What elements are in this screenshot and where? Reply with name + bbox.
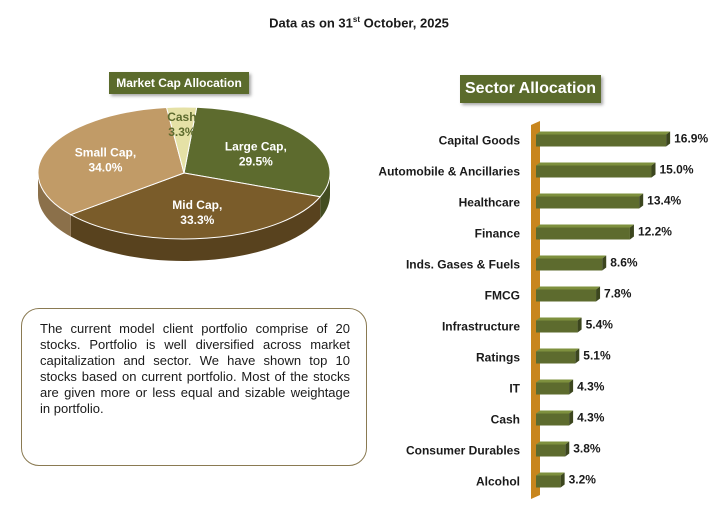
bar-category-label: Automobile & Ancillaries [378,165,520,179]
bar-2 [536,162,656,178]
bar-category-label: Finance [475,227,521,241]
bar-category-label: IT [509,382,520,396]
bar-value-label: 3.2% [569,473,597,487]
pie-value-small-cap: 34.0% [88,161,122,175]
bar-11 [536,441,570,457]
market-cap-pie-chart: Large Cap,29.5% Mid Cap,33.3% Small Cap,34… [37,106,331,261]
pie-slice-small-cap [37,106,185,216]
bar-top [536,224,634,228]
bar-top [536,472,565,476]
bar-category-label: Ratings [476,351,520,365]
market-cap-title: Market Cap Allocation [109,72,249,94]
bar-end [639,193,644,209]
bar-top [536,286,601,290]
pie-slice-large-cap [183,106,331,198]
bar-category-label: Infrastructure [442,320,520,334]
bar-category-label: Healthcare [459,196,521,210]
bar-12 [536,472,565,488]
pie-slice-mid-cap [69,172,322,240]
bar-end [565,441,570,457]
bar-category-label: Capital Goods [439,134,521,148]
bar-category-label: Inds. Gases & Fuels [406,258,520,272]
bar-axis [531,121,540,499]
bar-top [536,255,607,259]
bar-value-label: 7.8% [604,287,632,301]
bar-10 [536,410,574,426]
bar-category-label: Alcohol [476,475,520,489]
bar-top [536,193,644,197]
bar-top [536,131,671,135]
bar-front [536,413,570,426]
pie-value-mid-cap: 33.3% [180,213,214,227]
bar-9 [536,379,574,395]
pie-side-small-cap [38,173,71,237]
bar-end [560,472,565,488]
pie-label-mid-cap: Mid Cap, [172,198,222,212]
bar-value-label: 3.8% [573,442,601,456]
bar-value-label: 12.2% [638,225,672,239]
bar-front [536,475,561,488]
bar-end [575,348,580,364]
bar-category-label: Consumer Durables [406,444,520,458]
bar-end [596,286,601,302]
bar-front [536,196,640,209]
bar-end [569,379,574,395]
bar-front [536,289,597,302]
bar-7 [536,317,582,333]
bar-front [536,258,603,271]
bar-1 [536,131,671,147]
bar-value-label: 4.3% [577,380,605,394]
bar-end [569,410,574,426]
pie-label-cash: Cash [167,110,196,124]
bar-category-label: FMCG [485,289,520,303]
bar-6 [536,286,601,302]
bar-value-label: 4.3% [577,411,605,425]
sector-allocation-bar-chart: Capital Goods 16.9% Automobile & Ancillari… [378,121,708,499]
bar-value-label: 15.0% [660,163,694,177]
bar-front [536,382,570,395]
bar-front [536,351,576,364]
bar-end [651,162,656,178]
bar-front [536,165,652,178]
bar-value-label: 13.4% [647,194,681,208]
bar-8 [536,348,580,364]
bar-end [666,131,671,147]
bar-front [536,320,578,333]
pie-side-large-cap [320,173,330,219]
pie-side-mid-cap [70,196,321,261]
bar-front [536,134,667,147]
pie-value-large-cap: 29.5% [239,155,273,169]
bar-value-label: 5.4% [586,318,614,332]
sector-allocation-title: Sector Allocation [460,75,601,103]
bar-front [536,227,630,240]
bar-top [536,410,574,414]
bar-end [629,224,634,240]
bar-top [536,379,574,383]
bar-value-label: 16.9% [674,132,708,146]
bar-value-label: 5.1% [583,349,611,363]
bar-top [536,348,580,352]
bar-end [602,255,607,271]
bar-front [536,444,566,457]
bar-5 [536,255,607,271]
header-date-suffix: October, 2025 [360,15,449,31]
pie-slice-cash [165,106,198,174]
bar-top [536,441,570,445]
bar-end [577,317,582,333]
portfolio-note: The current model client portfolio compr… [21,308,367,466]
header-date-superscript: st [352,15,361,24]
pie-label-large-cap: Large Cap, [225,140,287,154]
bar-top [536,317,582,321]
header-date-prefix: Data as on 31 [269,15,353,31]
bar-category-label: Cash [491,413,520,427]
bar-3 [536,193,644,209]
bar-value-label: 8.6% [610,256,638,270]
page-header: Data as on 31st October, 2025 [0,15,718,30]
bar-4 [536,224,634,240]
pie-value-cash: 3.3% [168,125,196,139]
bar-top [536,162,656,166]
pie-label-small-cap: Small Cap, [75,146,136,160]
